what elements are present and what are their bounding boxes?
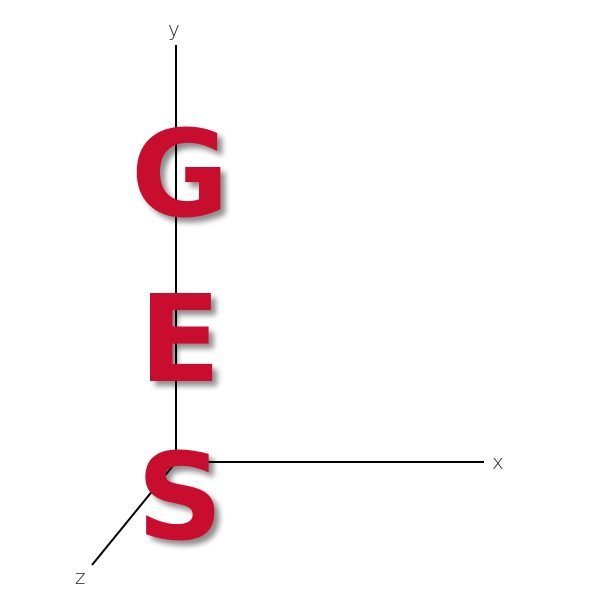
z-axis-label: z [75, 565, 86, 589]
y-axis-label: y [168, 17, 180, 41]
z-axis-line [91, 461, 177, 566]
logo-letter-e: E [139, 271, 221, 410]
x-axis-label: x [492, 450, 504, 474]
logo-letter-s: S [137, 429, 223, 568]
ges-logo: G E S [131, 106, 230, 568]
logo-letter-g: G [131, 106, 230, 245]
